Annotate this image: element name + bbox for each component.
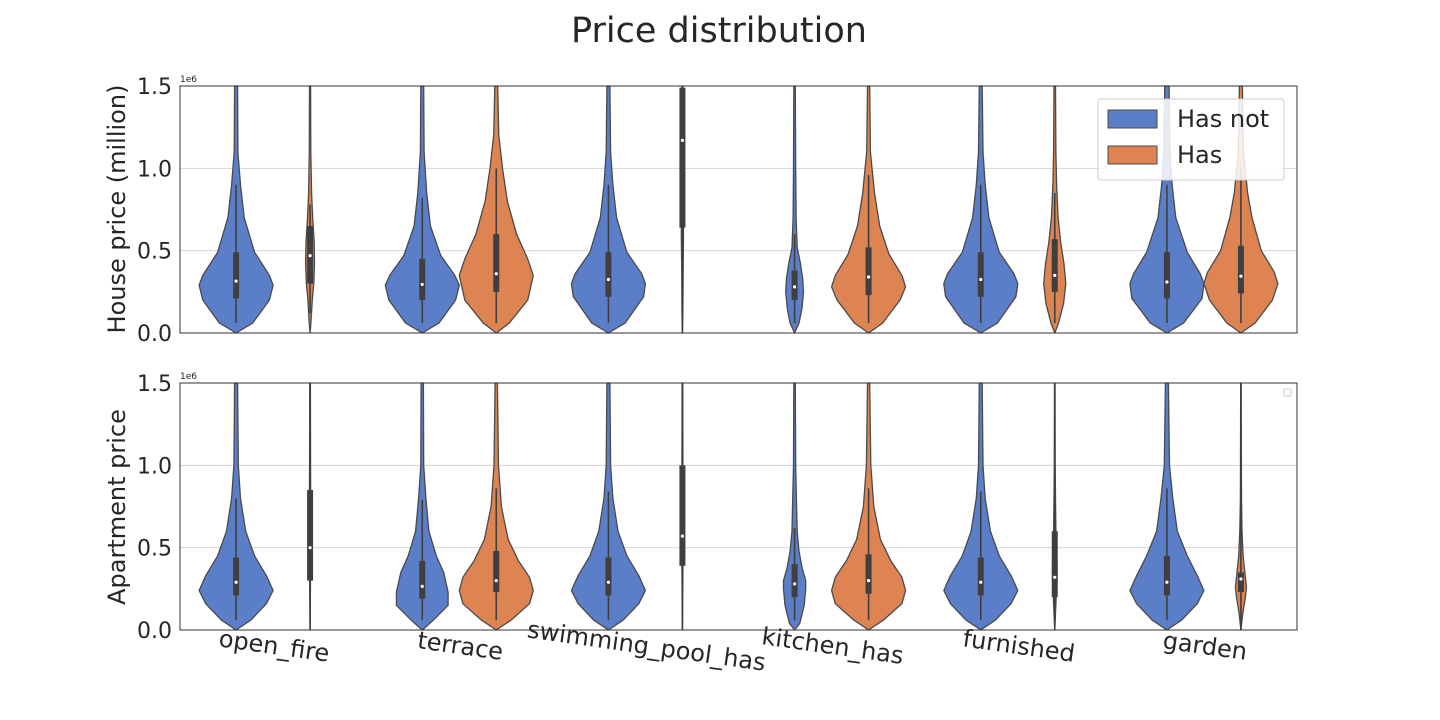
violin-iqr-box xyxy=(1051,239,1058,292)
violin-median-point xyxy=(866,579,871,583)
violin-iqr-box xyxy=(977,252,984,297)
violin-median-point xyxy=(420,584,424,588)
violin-median-point xyxy=(866,275,871,279)
violin-iqr-box xyxy=(233,557,240,596)
violin-iqr-box xyxy=(791,564,798,598)
legend-label-has-not: Has not xyxy=(1177,105,1269,133)
plot-frame-bottom xyxy=(179,382,1298,631)
y-tick-label: 1.0 xyxy=(137,454,172,479)
violin-median-point xyxy=(1053,273,1057,277)
legend-bottom-empty xyxy=(1283,388,1292,397)
violin-iqr-box xyxy=(1237,572,1244,593)
violin-median-point xyxy=(792,582,797,586)
violin-iqr-box xyxy=(307,490,314,581)
legend-label-has: Has xyxy=(1177,141,1222,169)
violin-median-point xyxy=(234,279,238,283)
violin-iqr-box xyxy=(1163,252,1170,299)
y-tick-label: 1.0 xyxy=(137,157,172,182)
y-axis-label-top: House price (million) xyxy=(103,85,131,334)
violin-iqr-box xyxy=(419,258,426,301)
violin-iqr-box xyxy=(605,252,612,297)
violin-median-point xyxy=(494,272,498,276)
y-tick-label: 0.0 xyxy=(137,322,172,347)
panel-top: 0.0 0.5 1.0 1.5 1e6 House price (million) H… xyxy=(103,75,1298,347)
violin-median-point xyxy=(308,254,312,258)
y-tick-label: 0.5 xyxy=(137,537,172,562)
legend-swatch-has-not xyxy=(1107,109,1158,129)
violin-median-point xyxy=(1165,280,1169,284)
violin-median-point xyxy=(420,282,424,287)
plot-area-bottom xyxy=(180,383,1297,630)
violin-median-point xyxy=(234,580,238,584)
y-ticks-bottom: 0.0 0.5 1.0 1.5 xyxy=(137,372,172,644)
violin-iqr-box xyxy=(1051,531,1058,598)
violin-iqr-box xyxy=(679,87,686,228)
grid-bottom xyxy=(180,464,1297,549)
violin-median-point xyxy=(1239,577,1243,581)
violins-top xyxy=(198,85,1279,334)
violin-iqr-box xyxy=(679,465,686,566)
violin-median-point xyxy=(1165,580,1169,584)
legend-swatch-has xyxy=(1107,145,1158,165)
violin-iqr-box xyxy=(865,247,872,296)
y-offset-label-bottom: 1e6 xyxy=(180,372,197,382)
violin-iqr-box xyxy=(233,252,240,299)
violin-median-point xyxy=(606,277,611,282)
violin-median-point xyxy=(680,138,685,142)
violin-median-point xyxy=(1239,274,1243,278)
violin-median-point xyxy=(1053,575,1057,579)
violin-iqr-box xyxy=(605,557,612,596)
y-offset-label-top: 1e6 xyxy=(180,75,197,85)
plot-frame-top xyxy=(179,85,1298,334)
y-tick-label: 1.5 xyxy=(137,372,172,397)
violin-median-point xyxy=(494,579,498,583)
violin-iqr-box xyxy=(865,554,872,594)
violin-iqr-box xyxy=(977,557,984,596)
y-axis-label-bottom: Apartment price xyxy=(103,409,131,605)
y-tick-label: 0.0 xyxy=(137,619,172,644)
violin-iqr-box xyxy=(791,270,798,301)
violin-iqr-box xyxy=(1163,555,1170,596)
legend-top: Has not Has xyxy=(1097,98,1285,181)
violin-iqr-box xyxy=(493,234,500,292)
violin-median-point xyxy=(979,277,983,282)
violins-bottom xyxy=(198,382,1248,631)
y-tick-label: 1.5 xyxy=(137,75,172,100)
violin-median-point xyxy=(606,580,611,584)
violin-median-point xyxy=(308,546,312,550)
violin-iqr-box xyxy=(1237,245,1244,294)
y-tick-label: 0.5 xyxy=(137,240,172,265)
violin-median-point xyxy=(680,534,685,538)
violin-iqr-box xyxy=(493,550,500,593)
figure-title: Price distribution xyxy=(571,11,867,51)
violin-iqr-box xyxy=(419,560,426,599)
violin-median-point xyxy=(979,580,983,584)
y-ticks-top: 0.0 0.5 1.0 1.5 xyxy=(137,75,172,347)
violin-median-point xyxy=(792,285,797,289)
